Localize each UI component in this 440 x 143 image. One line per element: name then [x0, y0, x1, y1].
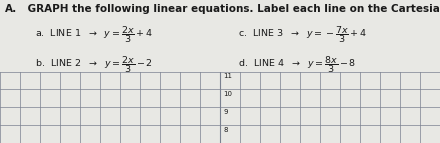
Text: 9: 9 [224, 109, 228, 115]
Text: GRAPH the following linear equations. Label each line on the Cartesian provided : GRAPH the following linear equations. La… [24, 4, 440, 14]
Text: 11: 11 [224, 73, 233, 79]
Text: a.  LINE 1  $\rightarrow$  $y=\dfrac{2x}{3}+4$: a. LINE 1 $\rightarrow$ $y=\dfrac{2x}{3}… [35, 24, 154, 45]
Text: b.  LINE 2  $\rightarrow$  $y=\dfrac{2x}{3}-2$: b. LINE 2 $\rightarrow$ $y=\dfrac{2x}{3}… [35, 54, 153, 75]
Text: d.  LINE 4  $\rightarrow$  $y=\dfrac{8x}{3}-8$: d. LINE 4 $\rightarrow$ $y=\dfrac{8x}{3}… [238, 54, 356, 75]
Text: A.: A. [5, 4, 18, 14]
Text: 10: 10 [224, 91, 233, 97]
Text: c.  LINE 3  $\rightarrow$  $y=-\dfrac{7x}{3}+4$: c. LINE 3 $\rightarrow$ $y=-\dfrac{7x}{3… [238, 24, 367, 45]
Text: 8: 8 [224, 127, 228, 133]
